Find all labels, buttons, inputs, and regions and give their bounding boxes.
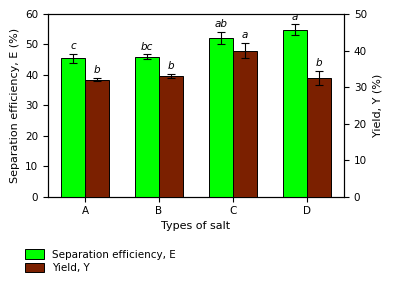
Bar — [307, 78, 331, 197]
Text: b: b — [316, 58, 322, 68]
Text: c: c — [70, 41, 76, 51]
Bar — [283, 30, 307, 197]
Text: b: b — [168, 61, 174, 71]
Y-axis label: Separation efficiency, E (%): Separation efficiency, E (%) — [10, 28, 20, 183]
X-axis label: Types of salt: Types of salt — [162, 221, 230, 231]
Bar — [159, 76, 183, 197]
Text: b: b — [94, 65, 100, 75]
Bar — [209, 38, 233, 197]
Text: a: a — [242, 30, 248, 40]
Text: bc: bc — [141, 42, 153, 52]
Y-axis label: Yield, Y (%): Yield, Y (%) — [372, 74, 382, 137]
Legend: Separation efficiency, E, Yield, Y: Separation efficiency, E, Yield, Y — [25, 250, 176, 273]
Bar — [61, 58, 85, 197]
Bar — [135, 57, 159, 197]
Text: ab: ab — [215, 19, 228, 29]
Text: a: a — [292, 12, 298, 22]
Bar — [233, 51, 257, 197]
Bar — [85, 80, 109, 197]
